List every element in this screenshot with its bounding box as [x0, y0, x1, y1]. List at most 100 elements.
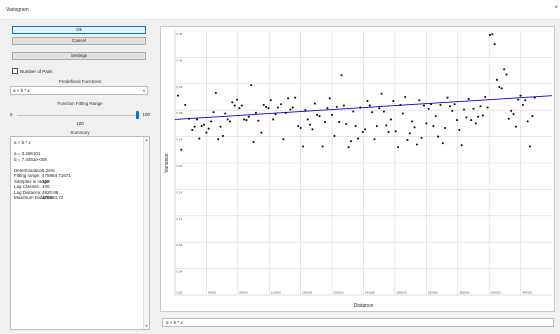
stat-value: 4920.86 — [42, 189, 59, 195]
stat-value: 5.26% — [42, 168, 55, 173]
data-point — [345, 123, 348, 126]
data-point — [316, 113, 319, 116]
y-axis-label: Variance — [164, 153, 170, 173]
predefined-functions-select[interactable]: a + b * x ▾ — [10, 86, 148, 95]
data-point — [252, 140, 255, 143]
stat-value: 475984.71671 — [42, 173, 71, 179]
scroll-down-icon[interactable]: ▼ — [144, 324, 149, 328]
data-point — [460, 144, 463, 147]
close-icon[interactable]: × — [554, 5, 558, 11]
data-point — [472, 107, 475, 110]
data-point — [331, 113, 334, 116]
data-point — [477, 115, 480, 118]
ok-button[interactable]: Ok — [12, 26, 146, 34]
left-panel: Ok Cancel Settings Number of Pairs Prede… — [10, 26, 150, 330]
data-point — [287, 97, 290, 100]
data-point — [198, 137, 201, 140]
data-point — [531, 115, 534, 118]
data-point — [425, 122, 428, 125]
data-point — [514, 125, 517, 128]
number-of-pairs-checkbox[interactable]: Number of Pairs — [12, 67, 53, 75]
variogram-chart[interactable]: 0.40 0.36 0.32 0.28 0.24 0.20 0.16 0.12 0.08 0.04… — [160, 26, 555, 312]
data-point — [368, 104, 371, 107]
data-point — [272, 118, 275, 121]
data-point — [200, 124, 203, 128]
summary-textbox[interactable]: a + b * x a = 0.266101 b = 7.4461e-008 D… — [10, 136, 150, 330]
data-point — [184, 103, 187, 106]
settings-button[interactable]: Settings — [12, 52, 146, 60]
data-point — [326, 107, 329, 110]
data-point — [240, 104, 243, 107]
data-point — [364, 128, 367, 131]
data-point — [247, 115, 250, 118]
slider-min-label: 0 — [10, 112, 13, 117]
slider-thumb[interactable] — [136, 111, 139, 119]
data-point — [488, 33, 492, 37]
data-point — [394, 130, 397, 133]
x-tick-label: 120000 — [271, 291, 281, 295]
data-point — [294, 96, 297, 99]
data-point — [321, 145, 324, 148]
data-point — [195, 118, 199, 121]
data-point — [378, 107, 381, 110]
x-tick-label: 80000 — [239, 291, 248, 295]
stat-key: Fitting range: — [14, 173, 41, 179]
data-point — [254, 111, 257, 114]
data-point — [411, 120, 414, 123]
data-point — [238, 107, 241, 110]
data-point — [528, 145, 532, 148]
data-point — [323, 121, 327, 124]
data-point — [210, 120, 213, 123]
data-point — [408, 132, 411, 135]
chevron-down-icon[interactable]: ▾ — [142, 88, 145, 93]
data-point — [359, 106, 362, 109]
checkbox-box[interactable] — [12, 68, 18, 74]
x-tick-label: 360000 — [459, 291, 469, 295]
data-point — [418, 99, 421, 102]
summary-equation: a + b * x — [14, 140, 31, 145]
x-tick-label: 320000 — [428, 291, 438, 295]
slider-value: 100 — [76, 121, 84, 126]
scroll-up-icon[interactable]: ▲ — [144, 138, 149, 142]
formula-input[interactable]: a + b * x — [162, 318, 554, 327]
data-point — [427, 107, 430, 110]
data-point — [328, 97, 331, 100]
data-point — [265, 105, 268, 108]
data-point — [245, 119, 248, 122]
data-point — [276, 106, 279, 109]
data-point — [354, 124, 357, 128]
data-point — [380, 92, 383, 95]
data-point — [517, 98, 520, 101]
data-point — [191, 128, 194, 132]
data-point — [387, 130, 390, 134]
data-point — [444, 126, 447, 130]
data-point — [510, 109, 513, 112]
slider-track[interactable] — [17, 114, 140, 116]
data-point — [397, 146, 400, 149]
stat-value: 100 — [42, 184, 50, 190]
data-point — [481, 114, 484, 117]
data-point — [340, 74, 343, 77]
data-point — [470, 119, 473, 122]
data-point — [309, 123, 312, 126]
data-point — [299, 126, 302, 130]
stat-row: Determination: 5.26% — [14, 168, 71, 173]
x-tick-label: 240000 — [365, 291, 375, 295]
summary-coef-b: b = 7.4461e-008 — [14, 156, 47, 162]
data-point — [415, 143, 418, 146]
data-point — [451, 109, 454, 112]
summary-scrollbar[interactable]: ▲ ▼ — [143, 137, 149, 329]
cancel-button[interactable]: Cancel — [12, 37, 146, 45]
data-point — [347, 146, 350, 149]
predefined-functions-value: a + b * x — [13, 88, 30, 93]
data-point — [533, 96, 536, 99]
data-point — [493, 43, 496, 46]
data-point — [274, 113, 277, 116]
data-point — [486, 106, 489, 109]
fitting-range-slider[interactable]: 0 100 — [10, 110, 150, 120]
data-point — [474, 122, 477, 125]
data-point — [267, 107, 270, 110]
chart-svg: 0.40 0.36 0.32 0.28 0.24 0.20 0.16 0.12 0.08 0.04… — [164, 30, 553, 309]
data-point — [188, 117, 191, 120]
data-point — [284, 111, 287, 114]
